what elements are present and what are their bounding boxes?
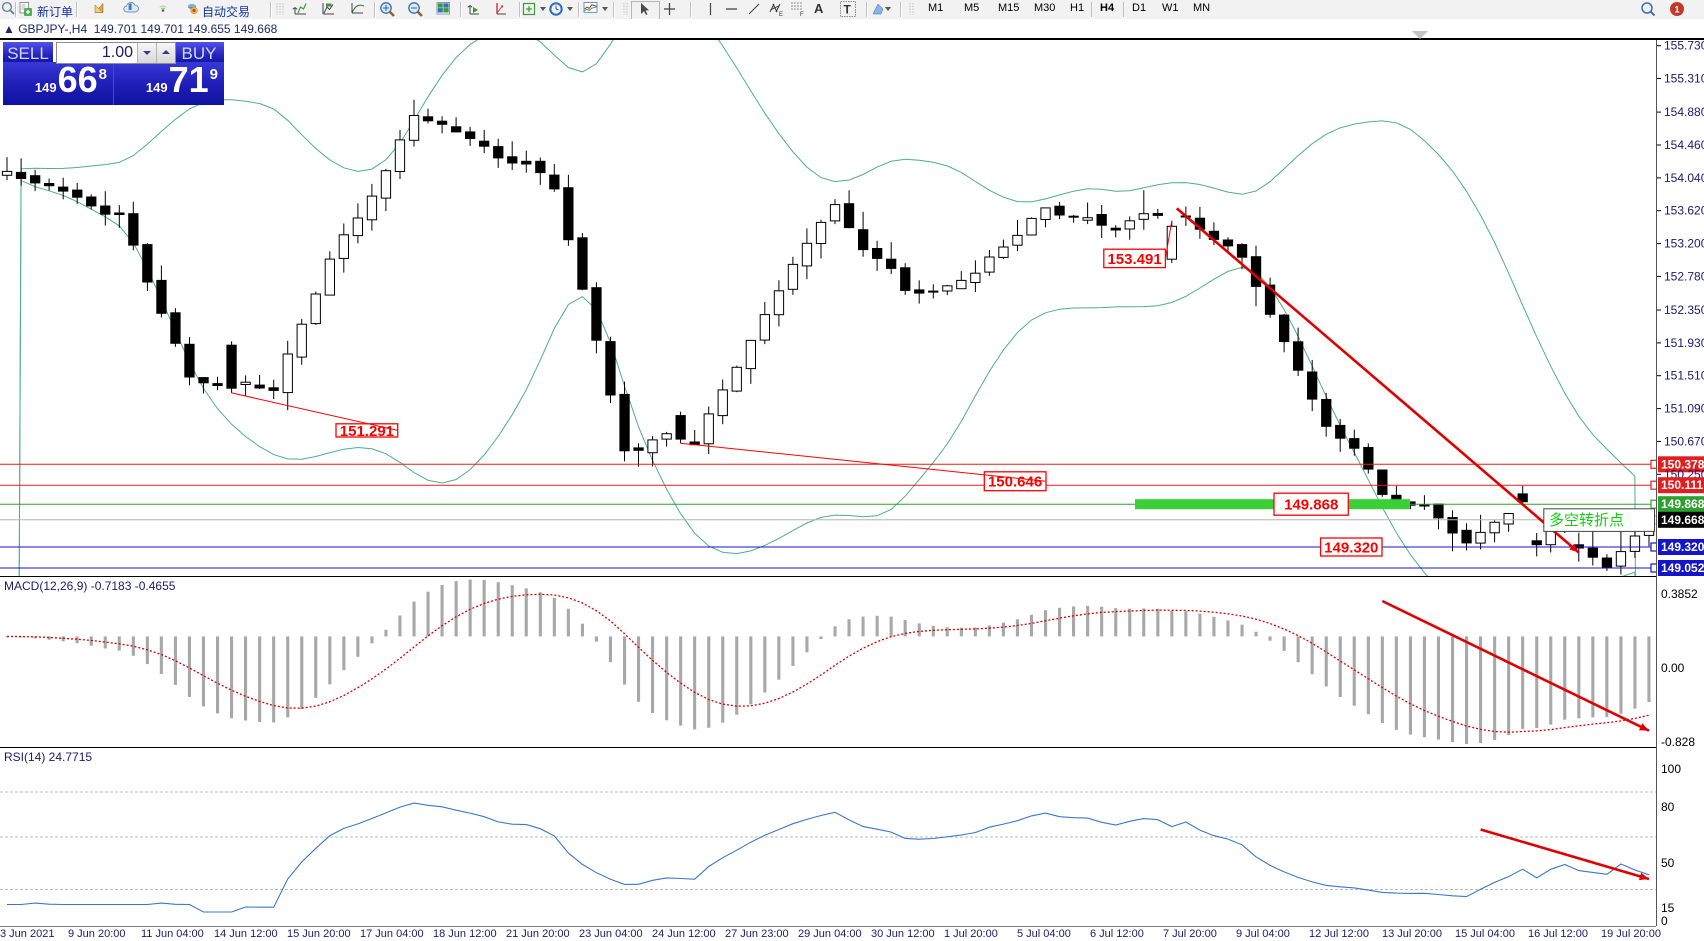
svg-text:F: F: [800, 12, 804, 17]
svg-text:MACD(12,26,9) -0.7183 -0.4655: MACD(12,26,9) -0.7183 -0.4655: [4, 579, 176, 593]
svg-text:151.090: 151.090: [1664, 402, 1704, 416]
svg-text:1: 1: [1674, 5, 1679, 15]
svg-text:151.510: 151.510: [1664, 369, 1704, 383]
svg-text:E: E: [779, 12, 783, 17]
svg-text:149.868: 149.868: [1661, 497, 1704, 511]
svg-text:149.320: 149.320: [1324, 539, 1378, 556]
svg-text:RSI(14) 24.7715: RSI(14) 24.7715: [4, 750, 92, 764]
svg-text:多空转折点: 多空转折点: [1549, 512, 1624, 529]
svg-text:153.491: 153.491: [1107, 251, 1161, 268]
svg-text:152.350: 152.350: [1664, 303, 1704, 317]
svg-text:150.111: 150.111: [1661, 478, 1703, 492]
svg-text:149.052: 149.052: [1661, 561, 1704, 575]
svg-text:149.868: 149.868: [1284, 497, 1338, 514]
svg-text:154.880: 154.880: [1664, 105, 1704, 119]
svg-text:152.780: 152.780: [1664, 269, 1704, 283]
svg-text:153.620: 153.620: [1664, 204, 1704, 218]
svg-text:A: A: [814, 1, 824, 16]
svg-text:151.291: 151.291: [340, 423, 394, 440]
svg-text:149.320: 149.320: [1661, 540, 1704, 554]
svg-text:154.040: 154.040: [1664, 171, 1704, 185]
svg-text:155.310: 155.310: [1664, 72, 1704, 86]
svg-text:150.670: 150.670: [1664, 434, 1704, 448]
svg-text:149.668: 149.668: [1661, 513, 1704, 527]
svg-text:T: T: [844, 3, 852, 17]
svg-text:154.460: 154.460: [1664, 138, 1704, 152]
svg-text:155.730: 155.730: [1664, 39, 1704, 53]
svg-text:151.930: 151.930: [1664, 336, 1704, 350]
svg-text:153.200: 153.200: [1664, 237, 1704, 251]
